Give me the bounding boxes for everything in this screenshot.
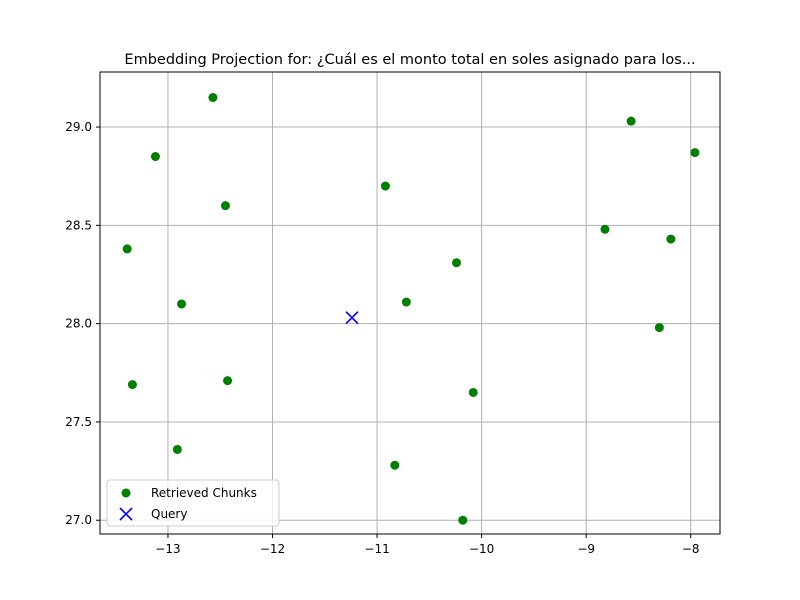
retrieved-chunk-point xyxy=(127,380,137,390)
x-tick-label: −9 xyxy=(577,542,595,556)
retrieved-chunk-point xyxy=(654,323,664,333)
x-tick-label: −11 xyxy=(364,542,389,556)
query-marker-stroke xyxy=(345,311,359,325)
x-tick-label: −8 xyxy=(682,542,700,556)
retrieved-chunk-point xyxy=(690,148,700,158)
y-tick-label: 27.5 xyxy=(65,415,92,429)
retrieved-chunk-point xyxy=(666,234,676,244)
retrieved-chunk-point xyxy=(177,299,187,309)
retrieved-chunk-point xyxy=(172,444,182,454)
legend-marker-query xyxy=(119,507,133,521)
grid-lines xyxy=(100,72,720,534)
y-tick-label: 29.0 xyxy=(65,120,92,134)
chart-title: Embedding Projection for: ¿Cuál es el mo… xyxy=(124,52,695,68)
axes-frame xyxy=(99,71,721,535)
retrieved-chunk-point xyxy=(626,116,636,126)
retrieved-chunk-point xyxy=(220,201,230,211)
legend: Retrieved Chunks Query xyxy=(106,479,280,527)
legend-label-retrieved-chunks: Retrieved Chunks xyxy=(151,486,257,500)
retrieved-chunk-point xyxy=(208,93,218,103)
query-point xyxy=(345,311,359,325)
x-tick-label: −10 xyxy=(469,542,494,556)
x-tick-label: −13 xyxy=(155,542,180,556)
retrieved-chunk-point xyxy=(150,152,160,162)
y-tick-label: 28.0 xyxy=(65,317,92,331)
retrieved-chunk-point xyxy=(600,224,610,234)
y-axis-ticks: 27.0 27.5 28.0 28.5 29.0 xyxy=(65,120,100,527)
legend-box xyxy=(106,479,280,527)
legend-marker-retrieved-chunks xyxy=(121,488,131,498)
y-tick-label: 27.0 xyxy=(65,513,92,527)
y-tick-label: 28.5 xyxy=(65,218,92,232)
retrieved-chunk-point xyxy=(223,376,233,386)
retrieved-chunk-point xyxy=(122,244,132,254)
retrieved-chunk-point xyxy=(401,297,411,307)
x-axis-ticks: −13 −12 −11 −10 −9 −8 xyxy=(155,534,700,556)
retrieved-chunk-point xyxy=(458,515,468,525)
plot-area: −13 −12 −11 −10 −9 −8 27.0 27.5 28.0 28.5 29.0 xyxy=(65,71,721,556)
x-tick-label: −12 xyxy=(260,542,285,556)
retrieved-chunk-point xyxy=(390,460,400,470)
retrieved-chunk-point xyxy=(468,387,478,397)
legend-label-query: Query xyxy=(151,507,187,521)
data-points xyxy=(122,93,700,525)
retrieved-chunk-point xyxy=(452,258,462,268)
retrieved-chunk-point xyxy=(380,181,390,191)
